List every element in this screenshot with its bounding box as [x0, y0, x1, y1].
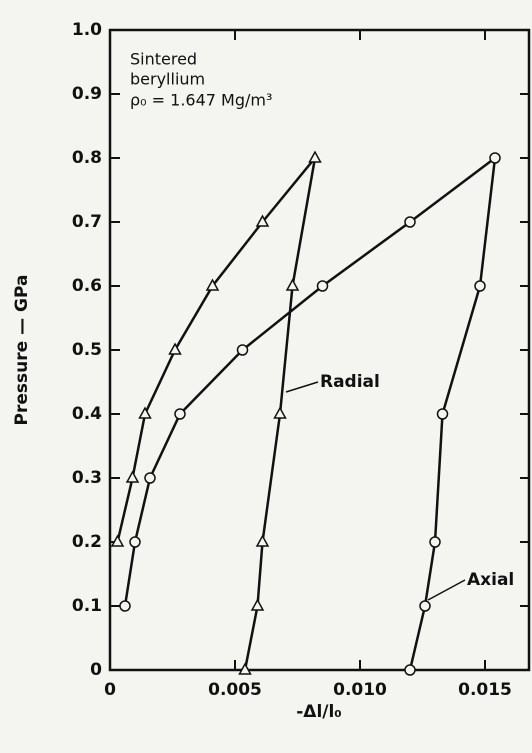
marker: [308, 150, 322, 163]
x-tick-label: 0: [104, 680, 116, 700]
x-axis-label: -Δl/l₀: [296, 702, 342, 722]
marker: [489, 152, 501, 164]
series-label: Radial: [320, 372, 380, 392]
x-tick-label: 0.015: [458, 680, 512, 700]
marker: [144, 472, 156, 484]
marker: [429, 536, 441, 548]
y-tick-label: 0.7: [72, 212, 102, 232]
y-tick-label: 0: [90, 660, 102, 680]
y-tick-label: 0.9: [72, 84, 102, 104]
marker: [273, 406, 287, 419]
y-tick-label: 0.3: [72, 468, 102, 488]
marker: [110, 534, 125, 547]
y-tick-label: 1.0: [72, 20, 102, 40]
marker: [316, 280, 329, 292]
marker: [255, 534, 270, 547]
marker: [436, 408, 449, 420]
marker: [404, 664, 416, 676]
marker: [236, 344, 249, 356]
marker: [168, 342, 182, 355]
marker: [119, 600, 131, 612]
marker: [238, 662, 252, 675]
annotation: Sintered: [130, 50, 197, 69]
y-tick-label: 0.8: [72, 148, 102, 168]
marker: [255, 214, 270, 227]
marker: [285, 278, 300, 291]
x-tick-label: 0.005: [208, 680, 262, 700]
leader-line: [285, 381, 319, 393]
y-tick-label: 0.1: [72, 596, 102, 616]
y-tick-label: 0.4: [72, 404, 102, 424]
series-label: Axial: [467, 570, 514, 590]
annotation: beryllium: [130, 70, 205, 89]
marker: [419, 600, 431, 612]
y-tick-label: 0.2: [72, 532, 102, 552]
marker: [205, 278, 220, 291]
series-line: [116, 153, 318, 671]
x-tick-label: 0.010: [333, 680, 387, 700]
marker: [125, 470, 140, 483]
leader-line: [427, 579, 466, 601]
marker: [250, 598, 265, 611]
marker: [138, 406, 152, 419]
y-tick-label: 0.5: [72, 340, 102, 360]
y-axis-label: Pressure — GPa: [12, 275, 32, 426]
marker: [404, 216, 416, 228]
y-tick-label: 0.6: [72, 276, 102, 296]
marker: [129, 536, 141, 548]
marker: [174, 408, 186, 420]
marker: [474, 280, 486, 292]
annotation: ρ₀ = 1.647 Mg/m³: [130, 91, 272, 110]
